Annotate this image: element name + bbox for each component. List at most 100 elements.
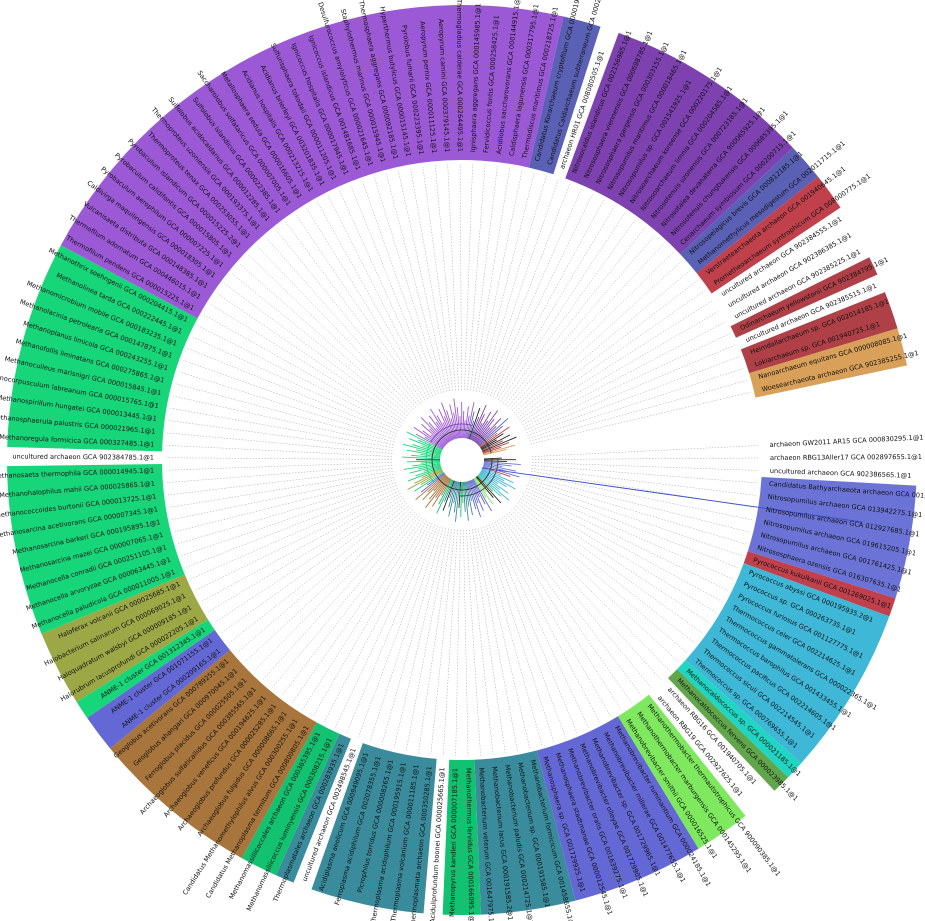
clade-sector <box>696 176 841 294</box>
tree-branch <box>427 474 447 493</box>
tree-branch <box>475 427 491 444</box>
leaf-guide <box>505 227 646 406</box>
tree-branch <box>438 479 453 505</box>
leaf-guide <box>207 495 403 613</box>
leaf-guide <box>248 254 412 412</box>
tree-branch <box>477 426 497 445</box>
tree-branch <box>413 427 445 449</box>
clade-sector <box>536 716 699 901</box>
tree-branch <box>420 470 444 486</box>
leaf-guide <box>181 482 396 556</box>
leaf-guide <box>239 263 410 414</box>
tree-branch <box>465 415 470 439</box>
clade-sector <box>311 743 437 914</box>
leaf-guide <box>484 179 559 394</box>
tree-branch <box>464 481 470 507</box>
leaf-guide <box>217 293 405 421</box>
tree-branch <box>463 420 466 439</box>
leaf-guide <box>172 473 394 520</box>
tree-branch <box>406 431 443 451</box>
tree-branch <box>425 477 449 508</box>
leaf-label: uncultured archaeon GCA 902386565.1@1 <box>770 467 912 480</box>
clade-sector <box>87 630 230 749</box>
tree-branch <box>474 410 499 443</box>
leaf-guide <box>463 529 469 756</box>
tree-branch <box>472 422 483 441</box>
leaf-guide <box>186 485 397 568</box>
tree-branches <box>402 398 863 523</box>
tree-branch <box>476 418 502 445</box>
leaf-guide <box>183 359 397 437</box>
leaf-guide <box>473 167 510 391</box>
tree-branch <box>479 472 509 494</box>
clade-sector <box>474 750 576 915</box>
leaf-guide <box>495 199 604 399</box>
leaf-guide <box>509 243 665 409</box>
tree-branch <box>429 428 447 446</box>
leaf-guide <box>526 344 735 434</box>
tree-branch <box>449 480 456 499</box>
tree-branch <box>407 470 443 490</box>
tree-branch <box>420 453 441 458</box>
leaf-guide <box>327 195 431 398</box>
leaf-guide <box>442 529 458 756</box>
tree-branch <box>480 471 499 485</box>
tree-branch <box>458 481 462 508</box>
leaf-guide <box>275 229 419 406</box>
leaf-guide <box>531 457 758 460</box>
tree-branch <box>424 436 444 449</box>
tree-branch <box>470 479 480 498</box>
leaf-label: Thermogladius calderae GCA 000264495.1@1 <box>455 0 464 152</box>
tree-branch <box>482 465 520 478</box>
leaf-guide <box>266 237 416 408</box>
clade-sector <box>442 759 481 915</box>
leaf-label: Methanothermus fervidus GCA 000166095.1@… <box>464 768 475 921</box>
tree-branch <box>402 443 441 455</box>
leaf-guide <box>292 517 423 703</box>
tree-branch <box>441 402 456 440</box>
tree-branch <box>421 423 446 446</box>
clade-sector <box>668 669 789 791</box>
clade-sector <box>749 328 908 398</box>
leaf-guide <box>262 511 416 680</box>
leaf-guide <box>466 529 481 756</box>
leaf-guide <box>469 529 494 755</box>
tree-branch <box>418 439 443 452</box>
tree-branch <box>480 470 507 488</box>
leaf-guide <box>527 356 740 436</box>
tree-branch <box>421 461 441 464</box>
tree-branch <box>435 477 450 498</box>
leaf-guide <box>518 500 703 634</box>
leaf-guide <box>497 206 615 401</box>
leaf-guide <box>511 252 674 412</box>
leaf-guide <box>236 505 409 653</box>
leaf-guide <box>527 485 738 568</box>
leaf-guide <box>224 283 406 419</box>
leaf-guide <box>179 371 396 440</box>
leaf-guide <box>529 380 748 442</box>
leaf-guide <box>508 511 661 680</box>
tree-branch <box>403 463 441 470</box>
tree-branch <box>407 467 442 482</box>
tree-branch <box>417 463 441 470</box>
leaf-guide <box>196 490 400 591</box>
leaf-guide <box>317 201 428 400</box>
leaf-guide <box>513 507 679 663</box>
leaf-guide <box>475 170 523 392</box>
leaf-guide <box>483 526 554 742</box>
leaf-guide <box>524 490 728 591</box>
tree-branch <box>481 470 516 490</box>
tree-branch <box>453 412 459 439</box>
leaf-guide <box>306 208 426 401</box>
tree-branch <box>471 414 485 441</box>
tree-branch <box>402 456 441 460</box>
leaf-guide <box>172 395 394 446</box>
tree-branch <box>432 478 451 507</box>
leaf-guide <box>477 528 530 749</box>
leaf-guide <box>302 518 425 710</box>
leaf-guide <box>474 528 518 751</box>
leaf-guide <box>339 190 434 397</box>
leaf-guide <box>346 524 435 733</box>
leaf-guide <box>492 194 593 398</box>
leaf-guide <box>166 445 393 457</box>
